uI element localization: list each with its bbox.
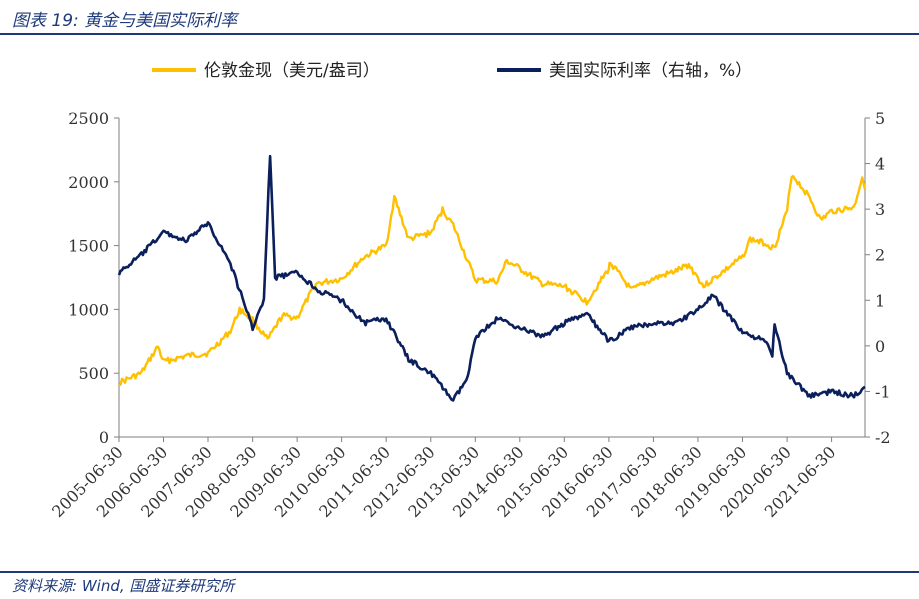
right-tick-label: 3: [875, 200, 885, 219]
axes: 05001000150020002500-2-10123452005-06-30…: [48, 109, 890, 521]
right-tick-label: -2: [875, 428, 891, 447]
right-tick-label: 2: [875, 246, 885, 265]
right-tick-label: -1: [875, 382, 891, 401]
right-tick-label: 5: [875, 109, 885, 128]
left-tick-label: 1000: [68, 300, 109, 319]
right-tick-label: 4: [875, 155, 885, 174]
left-tick-label: 2000: [68, 173, 109, 192]
figure-title: 图表 19: 黄金与美国实际利率: [12, 11, 238, 31]
left-tick-label: 0: [99, 428, 109, 447]
series-lines: [117, 154, 867, 402]
left-tick-label: 500: [78, 364, 109, 383]
left-tick-label: 1500: [68, 237, 109, 256]
series-line-gold: [118, 174, 867, 387]
right-tick-label: 0: [875, 337, 885, 356]
right-tick-label: 1: [875, 291, 885, 310]
header-rule: [0, 33, 919, 35]
chart-header: 图表 19: 黄金与美国实际利率: [0, 0, 919, 36]
legend-label: 美国实际利率（右轴，%）: [549, 61, 752, 81]
source-note: 资料来源: Wind, 国盛证券研究所: [12, 577, 235, 595]
series-line-real-rate: [117, 154, 866, 402]
left-tick-label: 2500: [68, 109, 109, 128]
legend-label: 伦敦金现（美元/盎司）: [204, 61, 380, 81]
gold-vs-real-rate-chart: 伦敦金现（美元/盎司） 美国实际利率（右轴，%） 0 500 1000 1500 2000…: [48, 61, 890, 521]
footer-rule: [0, 571, 919, 573]
legend: 伦敦金现（美元/盎司） 美国实际利率（右轴，%）: [152, 61, 752, 81]
